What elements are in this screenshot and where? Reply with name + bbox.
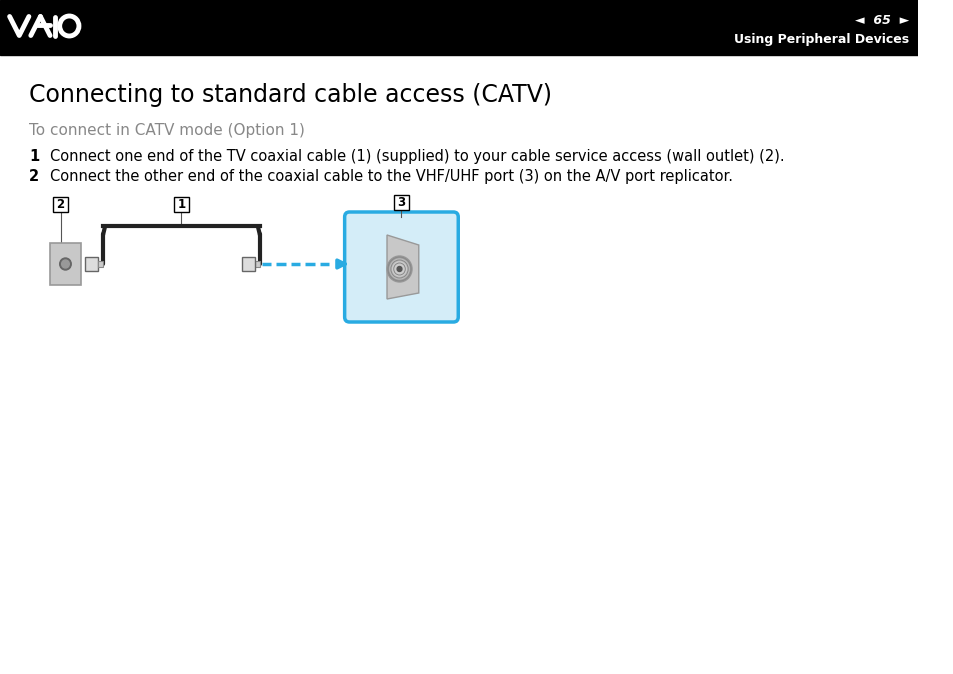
Text: 3: 3 <box>397 195 405 208</box>
Circle shape <box>387 256 412 282</box>
Text: ◄  65  ►: ◄ 65 ► <box>854 13 908 26</box>
Bar <box>50 243 81 285</box>
Bar <box>394 195 408 210</box>
Bar <box>241 257 254 271</box>
Text: 1: 1 <box>177 197 185 210</box>
Text: Connect one end of the TV coaxial cable (1) (supplied) to your cable service acc: Connect one end of the TV coaxial cable … <box>50 149 784 164</box>
Circle shape <box>393 262 406 276</box>
Circle shape <box>396 266 401 272</box>
Circle shape <box>390 259 409 279</box>
Bar <box>0 0 918 55</box>
Circle shape <box>62 260 70 268</box>
Bar <box>53 197 68 212</box>
Text: To connect in CATV mode (Option 1): To connect in CATV mode (Option 1) <box>29 123 304 138</box>
Circle shape <box>60 258 71 270</box>
Text: Connect the other end of the coaxial cable to the VHF/UHF port (3) on the A/V po: Connect the other end of the coaxial cab… <box>50 169 732 184</box>
Bar <box>254 261 259 267</box>
Text: 2: 2 <box>56 197 65 210</box>
Text: 1: 1 <box>29 149 39 164</box>
Polygon shape <box>387 235 418 299</box>
Bar <box>98 261 103 267</box>
Text: 2: 2 <box>29 169 39 184</box>
Bar <box>85 257 98 271</box>
Text: Connecting to standard cable access (CATV): Connecting to standard cable access (CAT… <box>29 83 551 107</box>
FancyBboxPatch shape <box>344 212 457 322</box>
Text: Using Peripheral Devices: Using Peripheral Devices <box>733 34 908 47</box>
Bar <box>174 197 189 212</box>
